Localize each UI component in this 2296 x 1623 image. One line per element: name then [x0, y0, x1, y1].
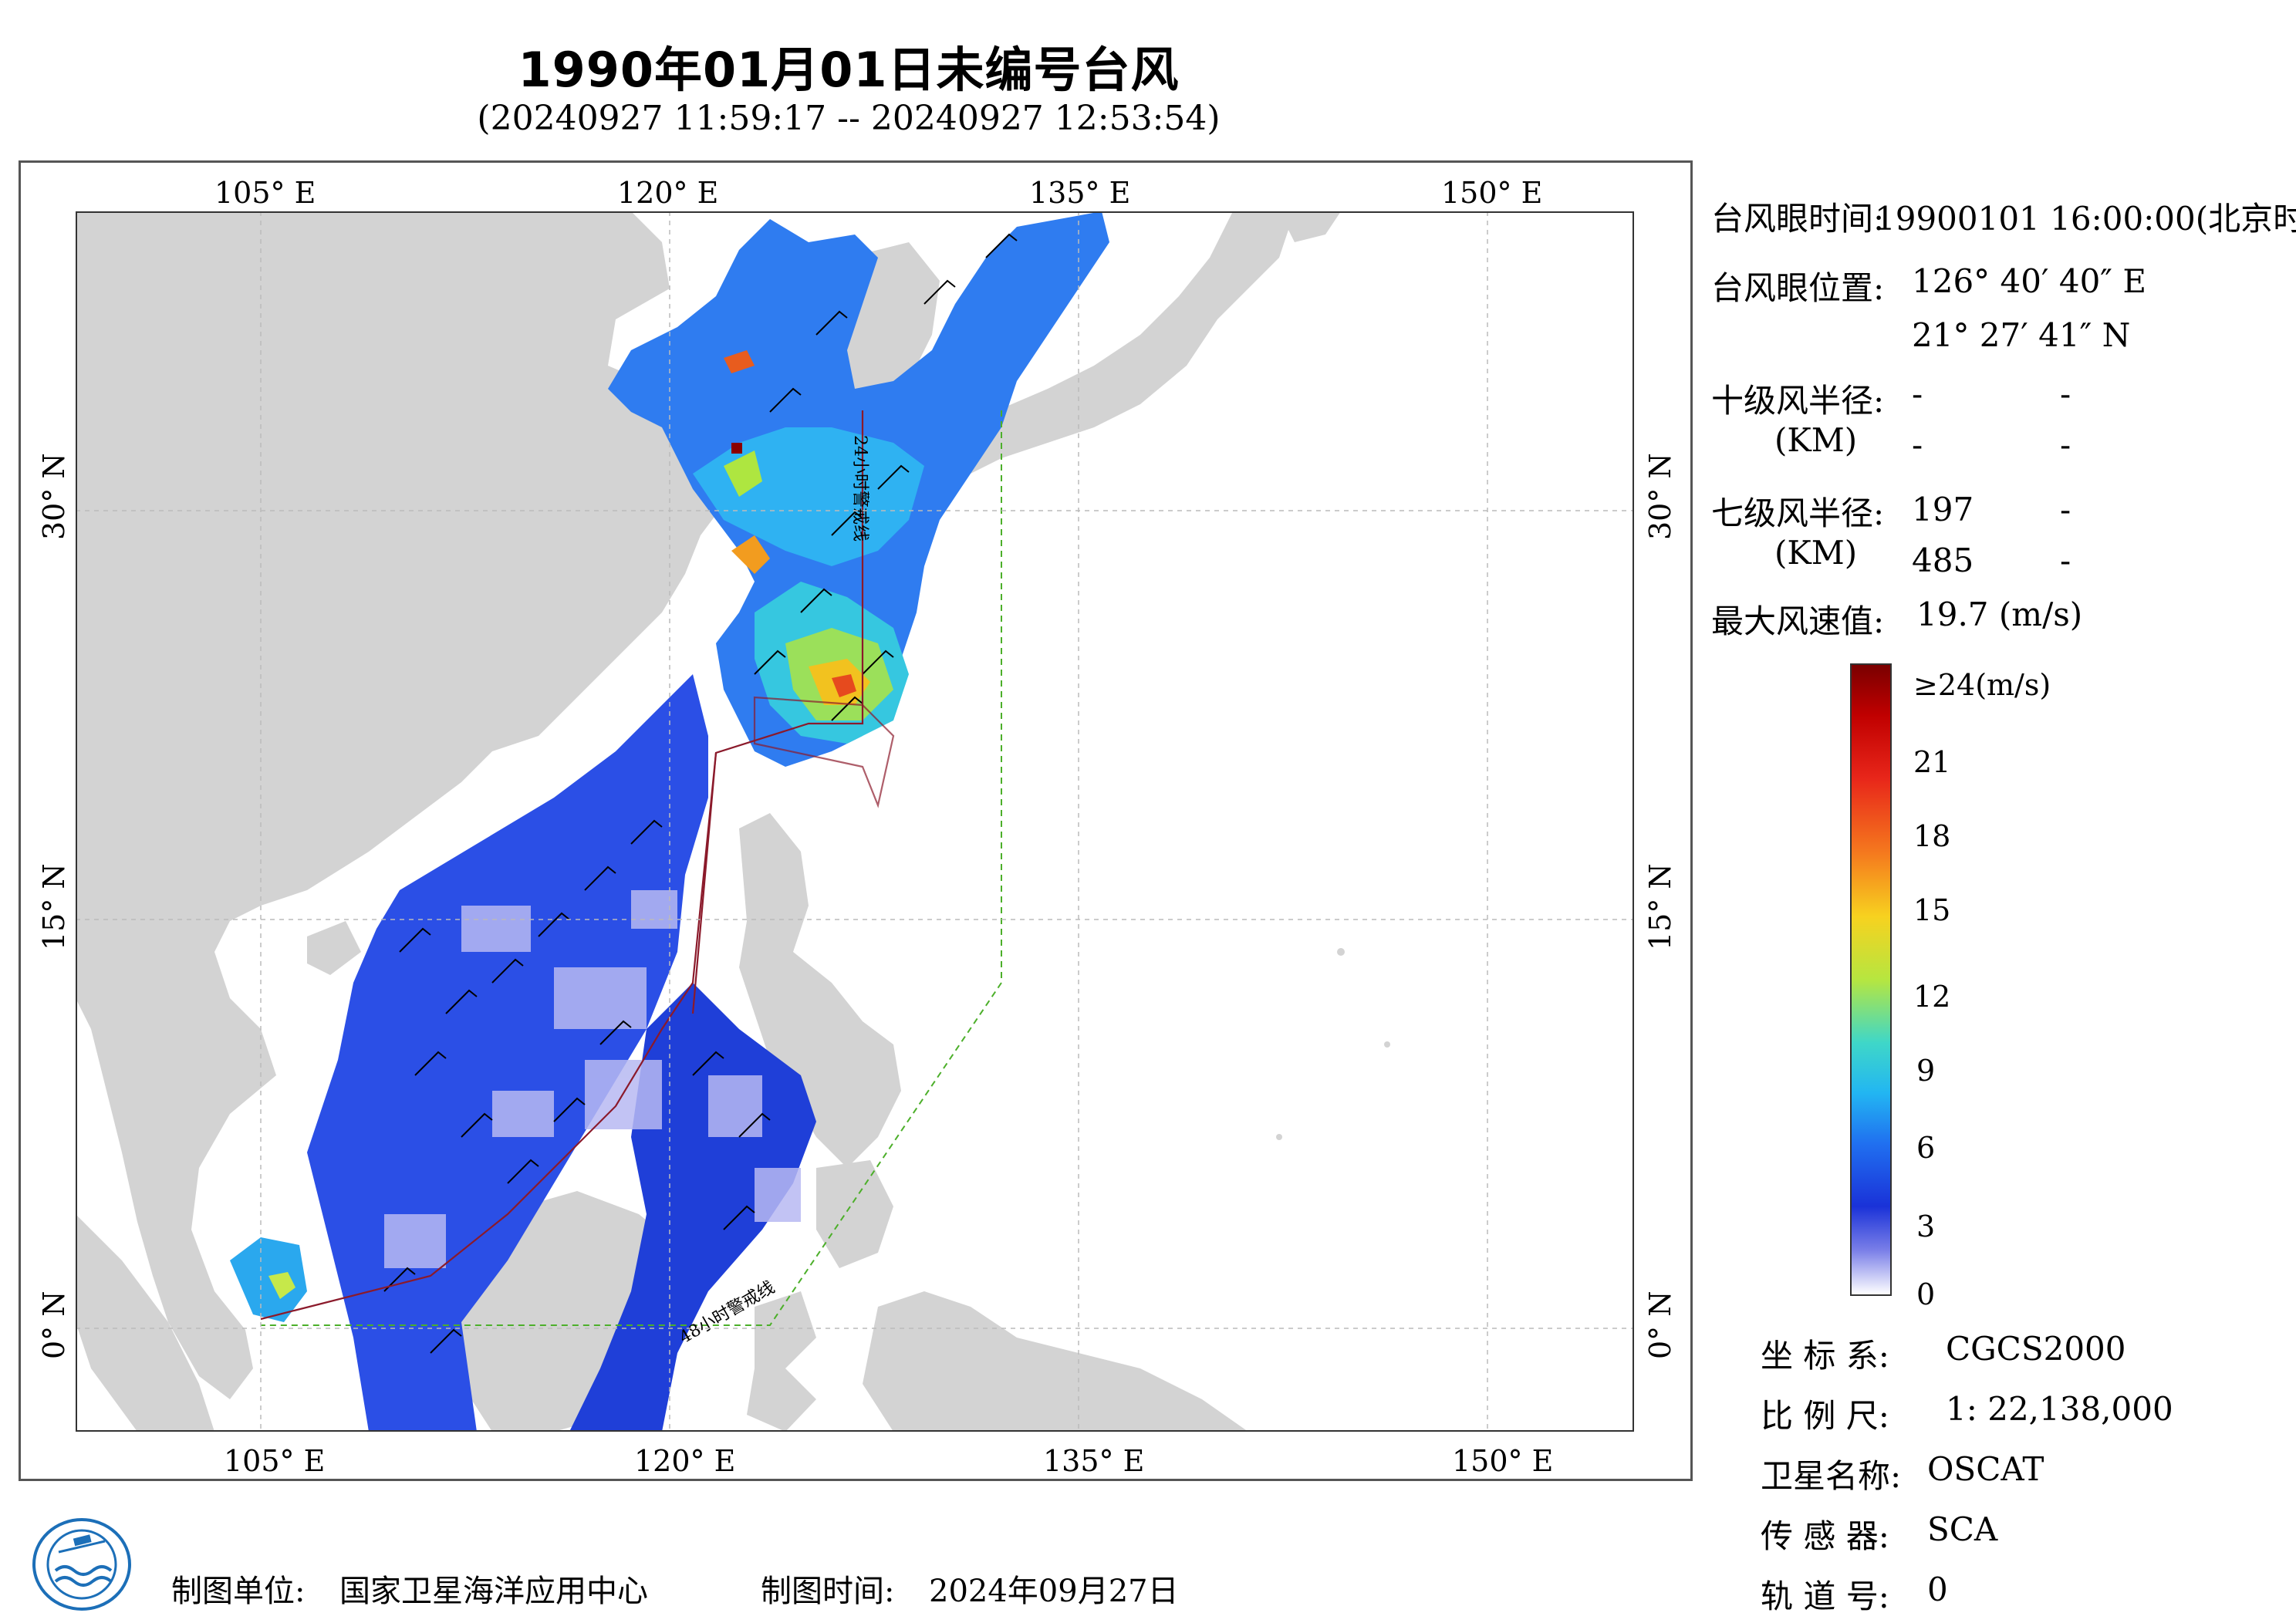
eye-time-label: 台风眼时间:	[1711, 200, 1885, 238]
lon-tick-bottom-120: 120° E	[634, 1444, 736, 1478]
colorbar-label-0: 0	[1916, 1277, 1936, 1311]
lon-tick-top-120: 120° E	[617, 176, 719, 210]
colorbar-label-3: 3	[1916, 1210, 1936, 1243]
r10-value-4: -	[2060, 426, 2071, 464]
map-frame	[19, 160, 1693, 1481]
lat-tick-left-15: 15° N	[37, 863, 71, 950]
lat-tick-right-15: 15° N	[1643, 863, 1677, 950]
footer-time-value: 2024年09月27日	[929, 1574, 1179, 1609]
r10-value-3: -	[1912, 426, 1923, 464]
r7-value-3: 485	[1912, 542, 1974, 579]
r7-value-1: 197	[1912, 491, 1974, 528]
lon-tick-bottom-135: 135° E	[1043, 1444, 1145, 1478]
satellite-value: OSCAT	[1927, 1450, 2044, 1488]
wind-barbs	[383, 233, 1018, 1354]
max-wind-value: 19.7 (m/s)	[1916, 596, 2083, 633]
footer-unit-label: 制图单位:	[171, 1574, 306, 1609]
footer-time-label: 制图时间:	[761, 1574, 895, 1609]
lat-tick-right-30: 30° N	[1643, 453, 1677, 540]
colorbar-label-6: 6	[1916, 1131, 1936, 1165]
eye-time-value: 19900101 16:00:00(北京时)	[1875, 200, 2296, 238]
colorbar-label-12: 12	[1913, 980, 1951, 1014]
footer-unit-value: 国家卫星海洋应用中心	[339, 1574, 648, 1609]
eye-longitude: 126° 40′ 40″ E	[1912, 262, 2146, 300]
map-subtitle: (20240927 11:59:17 -- 20240927 12:53:54)	[477, 99, 1221, 138]
r10-value-1: -	[1912, 375, 1923, 413]
lat-tick-right-0: 0° N	[1643, 1291, 1677, 1359]
r10-value-2: -	[2060, 375, 2071, 413]
warning-line-24h	[260, 410, 895, 1321]
scale-label: 比 例 尺:	[1761, 1397, 1889, 1435]
lon-tick-bottom-150: 150° E	[1452, 1444, 1554, 1478]
graticule	[76, 211, 1634, 1432]
r10-label: 十级风半径:	[1711, 382, 1885, 420]
lon-tick-top-135: 135° E	[1029, 176, 1131, 210]
warning-line-48h	[261, 410, 1002, 1326]
warning-24h-label: 24小时警戒线	[850, 435, 869, 542]
r7-label: 七级风半径:	[1711, 494, 1885, 532]
satellite-label: 卫星名称:	[1761, 1457, 1902, 1495]
map-title: 1990年01月01日未编号台风	[518, 42, 1180, 98]
lon-tick-bottom-105: 105° E	[224, 1444, 326, 1478]
lat-tick-left-30: 30° N	[37, 453, 71, 540]
r10-unit: (KM)	[1774, 421, 1858, 459]
colorbar-label-24: ≥24(m/s)	[1913, 668, 2051, 702]
colorbar	[1850, 663, 1892, 1296]
eye-latitude: 21° 27′ 41″ N	[1912, 316, 2131, 354]
colorbar-label-18: 18	[1913, 819, 1951, 853]
lat-tick-left-0: 0° N	[37, 1291, 71, 1359]
coord-system-value: CGCS2000	[1946, 1330, 2126, 1368]
wind-map: 24小时警戒线 48小时警戒线	[76, 211, 1634, 1432]
agency-logo-icon	[32, 1518, 131, 1611]
colorbar-label-9: 9	[1916, 1054, 1936, 1088]
coord-system-label: 坐 标 系:	[1761, 1337, 1889, 1375]
colorbar-label-15: 15	[1913, 893, 1951, 927]
orbit-value: 0	[1927, 1571, 1948, 1608]
orbit-label: 轨 道 号:	[1761, 1577, 1889, 1615]
r7-value-4: -	[2060, 542, 2071, 579]
lon-tick-top-105: 105° E	[214, 176, 316, 210]
sensor-value: SCA	[1927, 1510, 1998, 1548]
sensor-label: 传 感 器:	[1761, 1517, 1889, 1555]
lon-tick-top-150: 150° E	[1441, 176, 1543, 210]
colorbar-label-21: 21	[1913, 745, 1951, 779]
eye-position-label: 台风眼位置:	[1711, 269, 1885, 307]
scale-value: 1: 22,138,000	[1946, 1390, 2173, 1428]
r7-value-2: -	[2060, 491, 2071, 528]
plot-border	[76, 211, 1634, 1432]
wind-speed-swath	[230, 211, 1109, 1432]
r7-unit: (KM)	[1774, 534, 1858, 572]
max-wind-label: 最大风速值:	[1711, 602, 1885, 640]
